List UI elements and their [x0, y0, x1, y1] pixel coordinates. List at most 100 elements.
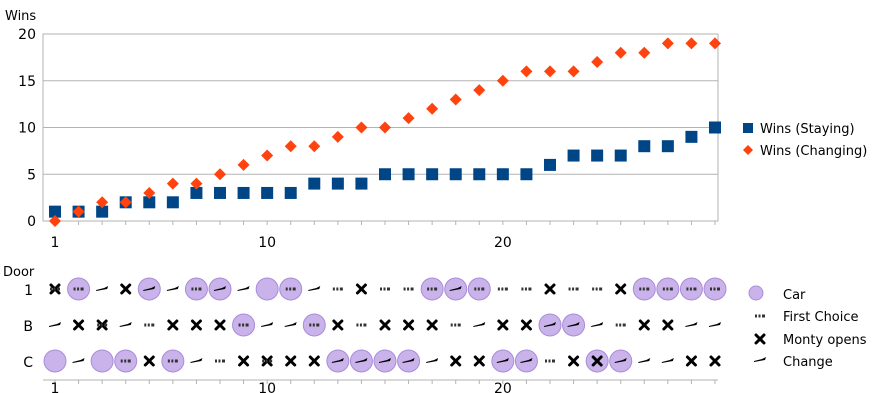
first-dot	[662, 287, 665, 291]
first-dot	[53, 287, 56, 291]
legend-monty-label: Monty opens	[783, 333, 867, 348]
monty-opens-marker	[285, 355, 297, 367]
first-choice-marker	[285, 287, 296, 291]
change-marker	[379, 358, 391, 363]
first-dot	[758, 314, 761, 318]
change-marker	[449, 286, 462, 291]
monty-opens-marker	[190, 319, 202, 331]
change-marker	[544, 322, 556, 327]
first-dot	[504, 287, 508, 291]
staying-point	[520, 168, 533, 181]
x-stroke	[754, 333, 766, 345]
changing-point	[379, 121, 391, 134]
first-dot	[50, 287, 52, 291]
x-stroke	[615, 283, 627, 295]
car-circle	[90, 349, 114, 373]
first-dot	[363, 323, 367, 327]
monty-opens-marker	[355, 283, 367, 295]
first-choice-marker	[545, 359, 555, 363]
first-dot	[265, 359, 268, 363]
first-dot	[356, 323, 359, 327]
changing-point	[331, 130, 344, 143]
monty-opens-marker	[685, 355, 697, 367]
changing-point	[166, 177, 179, 190]
first-dot	[359, 323, 362, 327]
x-stroke	[214, 319, 226, 331]
first-dot	[73, 287, 76, 291]
legend-staying-label: Wins (Staying)	[760, 122, 855, 137]
first-dot	[615, 323, 618, 327]
first-dot	[713, 287, 716, 291]
monty-opens-marker	[520, 319, 532, 331]
staying-point	[261, 186, 274, 199]
first-choice-marker	[262, 359, 273, 363]
first-dot	[639, 287, 642, 291]
changing-point	[143, 186, 156, 199]
first-dot	[309, 323, 312, 327]
changing-point	[709, 37, 721, 50]
first-dot	[80, 287, 84, 291]
changing-point	[473, 84, 486, 97]
first-choice-marker	[474, 287, 485, 291]
x-stroke	[73, 319, 85, 331]
monty-opens-marker	[403, 319, 415, 331]
changing-point	[284, 140, 297, 153]
first-dot	[521, 287, 524, 291]
legend-first-choice-label: First Choice	[783, 310, 859, 325]
change-marker	[496, 358, 509, 363]
first-dot	[336, 287, 339, 291]
first-dot	[383, 287, 386, 291]
first-choice-marker	[356, 323, 367, 327]
first-dot	[292, 287, 296, 291]
staying-point	[591, 149, 604, 162]
monty-opens-marker	[214, 319, 226, 331]
changing-point	[355, 121, 368, 134]
first-dot	[454, 323, 457, 327]
monty-opens-marker	[143, 355, 155, 367]
first-dot	[599, 287, 603, 291]
legend-changing-marker	[743, 145, 753, 155]
x-stroke	[426, 319, 438, 331]
first-choice-marker	[403, 287, 414, 291]
first-dot	[104, 323, 108, 327]
x-stroke	[143, 355, 155, 367]
monty-opens-marker	[450, 355, 462, 367]
x-stroke	[520, 319, 532, 331]
first-choice-marker	[167, 359, 178, 363]
first-choice-marker	[568, 287, 579, 291]
changing-point	[661, 37, 674, 50]
first-dot	[100, 323, 103, 327]
staying-point	[449, 168, 462, 181]
first-dot	[380, 287, 382, 291]
first-dot	[120, 359, 123, 363]
first-dot	[97, 323, 100, 327]
first-choice-marker	[639, 287, 650, 291]
x-tick-label: 20	[494, 235, 512, 251]
changing-point	[402, 112, 415, 125]
first-dot	[595, 287, 598, 291]
staying-point	[355, 177, 368, 190]
monty-opens-marker	[638, 319, 650, 331]
first-choice-marker	[120, 359, 131, 363]
x-stroke	[450, 355, 462, 367]
first-choice-marker	[592, 287, 603, 291]
first-dot	[124, 359, 127, 363]
door-x-tick-label: 1	[51, 381, 60, 393]
first-dot	[215, 359, 217, 363]
staying-point	[685, 130, 698, 143]
first-dot	[592, 287, 595, 291]
change-marker	[190, 358, 203, 363]
monty-opens-x-icon	[754, 333, 766, 345]
x-stroke	[685, 355, 697, 367]
first-dot	[144, 323, 147, 327]
x-stroke	[473, 355, 485, 367]
change-marker	[685, 322, 698, 327]
first-dot	[481, 287, 485, 291]
door-row-label: 1	[24, 283, 33, 299]
first-dot	[501, 287, 504, 291]
changing-point	[567, 65, 580, 78]
staying-point	[237, 186, 250, 199]
y-tick-label: 15	[18, 74, 36, 90]
first-dot	[222, 359, 225, 363]
